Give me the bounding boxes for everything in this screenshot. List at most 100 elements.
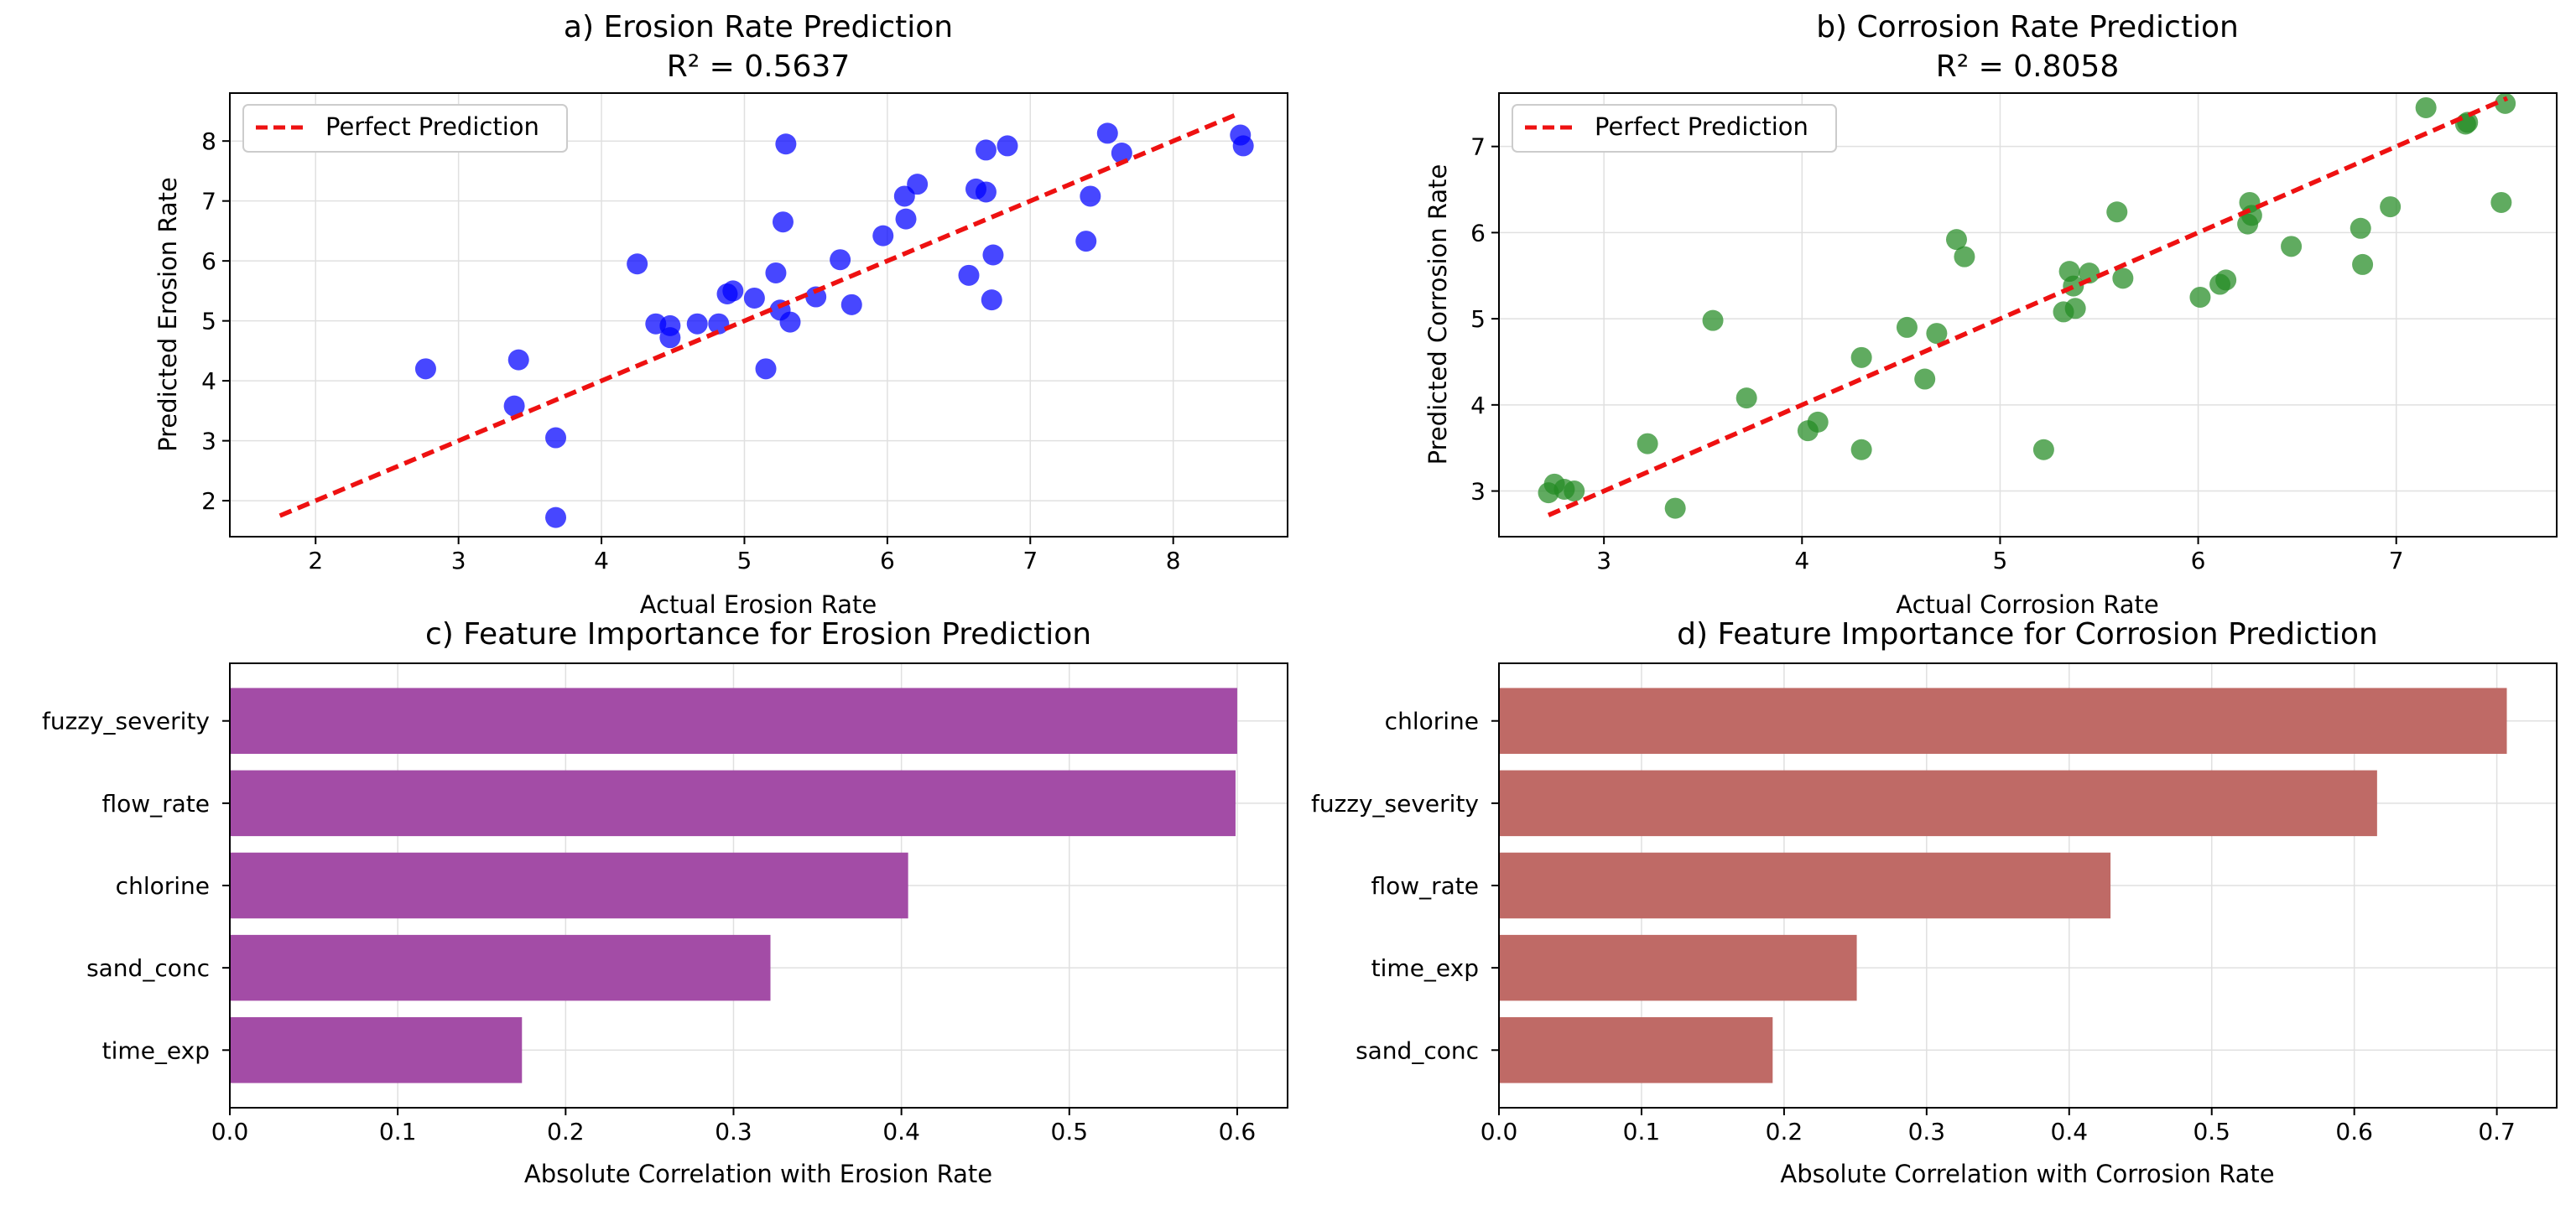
perfect-prediction-line xyxy=(278,112,1239,518)
x-axis-label: Actual Erosion Rate xyxy=(640,590,877,619)
data-point xyxy=(907,174,929,195)
x-ticks: 0.0 0.1 0.2 0.3 0.4 0.5 0.6 xyxy=(211,1108,1256,1145)
data-point xyxy=(545,506,567,528)
panel-corrosion-feature-importance: 0.0 0.1 0.2 0.3 0.4 0.5 0.6 0.7 chlorine fuzzy_s… xyxy=(1311,617,2558,1188)
data-point xyxy=(775,133,797,155)
data-point xyxy=(627,253,648,275)
x-tick-label: 0.0 xyxy=(211,1118,249,1145)
data-point xyxy=(958,264,980,286)
data-point xyxy=(997,135,1018,157)
data-point xyxy=(1075,231,1097,252)
data-point xyxy=(981,289,1002,311)
data-point xyxy=(1080,185,1101,207)
x-ticks: 0.0 0.1 0.2 0.3 0.4 0.5 0.6 0.7 xyxy=(1481,1108,2516,1145)
data-point xyxy=(840,293,862,315)
x-tick-label: 0.4 xyxy=(2051,1118,2089,1145)
data-point xyxy=(2352,253,2374,275)
y-ticks: 2 3 4 5 6 7 8 xyxy=(201,127,230,515)
y-tick-label: 7 xyxy=(1470,133,1486,161)
bar xyxy=(1499,934,1857,1001)
legend-label: Perfect Prediction xyxy=(325,112,539,141)
x-tick-label: 6 xyxy=(2191,547,2206,574)
data-point xyxy=(743,287,765,309)
y-tick-label: 4 xyxy=(1470,392,1486,419)
panel-corrosion-prediction: 3 4 5 6 7 3 4 5 6 7 Perfect Prediction b) Corros… xyxy=(1423,10,2558,619)
data-point xyxy=(2415,96,2437,118)
y-tick-label: 6 xyxy=(1470,219,1486,247)
data-point xyxy=(975,181,997,203)
y-tick-label: 3 xyxy=(201,428,216,455)
x-tick-label: 2 xyxy=(308,547,323,574)
y-ticks: 3 4 5 6 7 xyxy=(1470,133,1499,506)
data-point xyxy=(503,395,525,417)
perfect-prediction-line xyxy=(1547,96,2509,517)
bar xyxy=(230,1017,523,1083)
y-tick-label: time_exp xyxy=(1371,954,1479,982)
bar xyxy=(230,770,1236,837)
data-point xyxy=(1111,142,1132,164)
y-tick-label: 8 xyxy=(201,127,216,155)
x-axis-label: Actual Corrosion Rate xyxy=(1896,590,2159,619)
x-tick-label: 4 xyxy=(594,547,609,574)
y-tick-label: 5 xyxy=(1470,305,1486,333)
panel-erosion-prediction: 2 3 4 5 6 7 8 2 3 4 5 6 7 8 Perfect Prediction a) Er… xyxy=(154,10,1288,619)
x-ticks: 3 4 5 6 7 xyxy=(1596,537,2404,574)
data-point xyxy=(2189,286,2211,308)
chart-title: a) Erosion Rate Prediction xyxy=(564,10,953,44)
y-tick-label: 4 xyxy=(201,367,216,395)
chart-subtitle: R² = 0.8058 xyxy=(1936,49,2119,84)
legend-box xyxy=(242,104,568,153)
data-point xyxy=(545,427,567,449)
data-point xyxy=(1096,122,1118,144)
data-point xyxy=(507,349,529,371)
y-tick-label: 3 xyxy=(1470,478,1486,506)
data-point xyxy=(1702,309,1724,331)
x-tick-label: 0.5 xyxy=(2193,1118,2230,1145)
data-point xyxy=(1807,411,1829,433)
x-tick-label: 0.2 xyxy=(547,1118,585,1145)
panel-erosion-feature-importance: 0.0 0.1 0.2 0.3 0.4 0.5 0.6 fuzzy_severityflow… xyxy=(42,617,1288,1188)
y-tick-label: fuzzy_severity xyxy=(42,708,210,735)
data-point xyxy=(2032,439,2054,460)
data-point xyxy=(708,313,730,335)
data-point xyxy=(872,225,894,247)
data-point xyxy=(895,208,917,230)
x-tick-label: 0.7 xyxy=(2478,1118,2516,1145)
y-tick-label: chlorine xyxy=(116,872,210,900)
x-tick-label: 0.3 xyxy=(1908,1118,1946,1145)
x-tick-label: 5 xyxy=(737,547,752,574)
x-tick-label: 0.6 xyxy=(1219,1118,1257,1145)
x-axis-label: Absolute Correlation with Erosion Rate xyxy=(524,1160,992,1188)
x-tick-label: 0.0 xyxy=(1481,1118,1518,1145)
x-tick-label: 3 xyxy=(451,547,466,574)
y-tick-label: 7 xyxy=(201,188,216,216)
y-tick-label: time_exp xyxy=(102,1036,210,1064)
legend-box xyxy=(1512,104,1837,153)
y-tick-label: fuzzy_severity xyxy=(1311,790,1479,818)
data-point xyxy=(1850,439,1872,460)
y-tick-label: flow_rate xyxy=(1371,872,1479,900)
data-point xyxy=(2215,269,2237,291)
bar xyxy=(1499,770,2377,837)
data-point xyxy=(686,313,708,335)
data-point xyxy=(765,262,787,283)
data-marks xyxy=(1538,92,2516,519)
y-tick-label: sand_conc xyxy=(1356,1036,1479,1064)
data-point xyxy=(722,280,744,302)
legend: Perfect Prediction xyxy=(242,104,568,153)
grid-lines xyxy=(1499,93,2557,537)
bar xyxy=(230,688,1237,754)
data-point xyxy=(414,358,436,380)
data-point xyxy=(1232,135,1254,157)
data-point xyxy=(779,311,801,333)
data-point xyxy=(2281,236,2303,257)
x-tick-label: 0.1 xyxy=(1623,1118,1661,1145)
x-tick-label: 3 xyxy=(1596,547,1611,574)
plot-frame xyxy=(229,92,1288,538)
data-point xyxy=(1637,433,1658,454)
y-tick-label: 5 xyxy=(201,308,216,335)
x-tick-label: 0.5 xyxy=(1051,1118,1089,1145)
x-tick-label: 5 xyxy=(1993,547,2008,574)
data-point xyxy=(1945,229,1967,251)
x-tick-label: 0.1 xyxy=(379,1118,417,1145)
